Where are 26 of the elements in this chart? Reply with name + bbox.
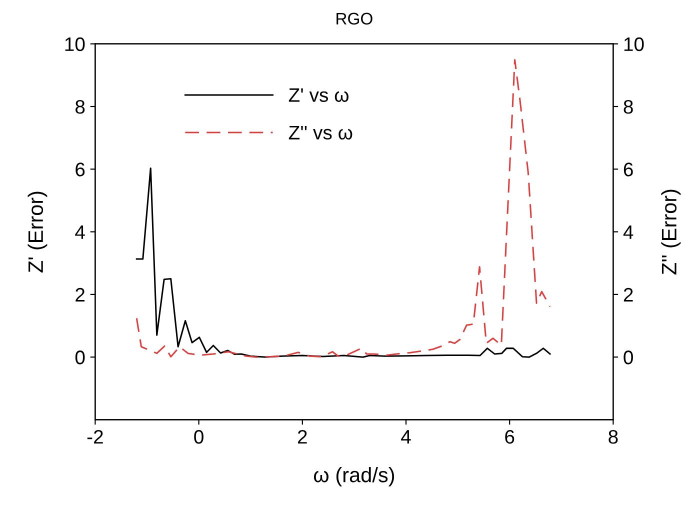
line-series xyxy=(136,167,551,358)
y-tick-label: 10 xyxy=(65,37,85,52)
y-tick-label: 4 xyxy=(75,225,85,239)
x-tick-label: -2 xyxy=(87,430,103,444)
y2-axis-title: Z'' (Error) xyxy=(661,190,681,274)
y2-tick-label: 8 xyxy=(624,100,633,114)
y-tick-label: 2 xyxy=(76,288,85,302)
x-axis-title: ω (rad/s) xyxy=(314,467,394,486)
y-tick-label: 0 xyxy=(75,350,85,364)
y2-tick-label: 6 xyxy=(624,162,633,176)
x-tick-label: 8 xyxy=(608,430,618,444)
legend-label: Z' vs ω xyxy=(288,88,348,102)
legend-label: Z'' vs ω xyxy=(288,126,352,140)
y-tick-label: 8 xyxy=(76,100,85,114)
x-tick-label: 6 xyxy=(505,430,514,444)
y2-tick-label: 10 xyxy=(624,37,644,52)
x-tick-label: 2 xyxy=(298,430,307,444)
x-tick-label: 0 xyxy=(194,430,204,444)
y-tick-label: 6 xyxy=(76,162,85,176)
y2-tick-label: 0 xyxy=(624,350,633,364)
y2-tick-label: 4 xyxy=(623,225,634,239)
x-tick-label: 4 xyxy=(401,430,411,444)
chart-title: RGO xyxy=(336,12,372,25)
y2-tick-label: 2 xyxy=(624,288,633,302)
y-axis-title: Z' (Error) xyxy=(28,192,48,272)
line-series xyxy=(136,59,551,358)
